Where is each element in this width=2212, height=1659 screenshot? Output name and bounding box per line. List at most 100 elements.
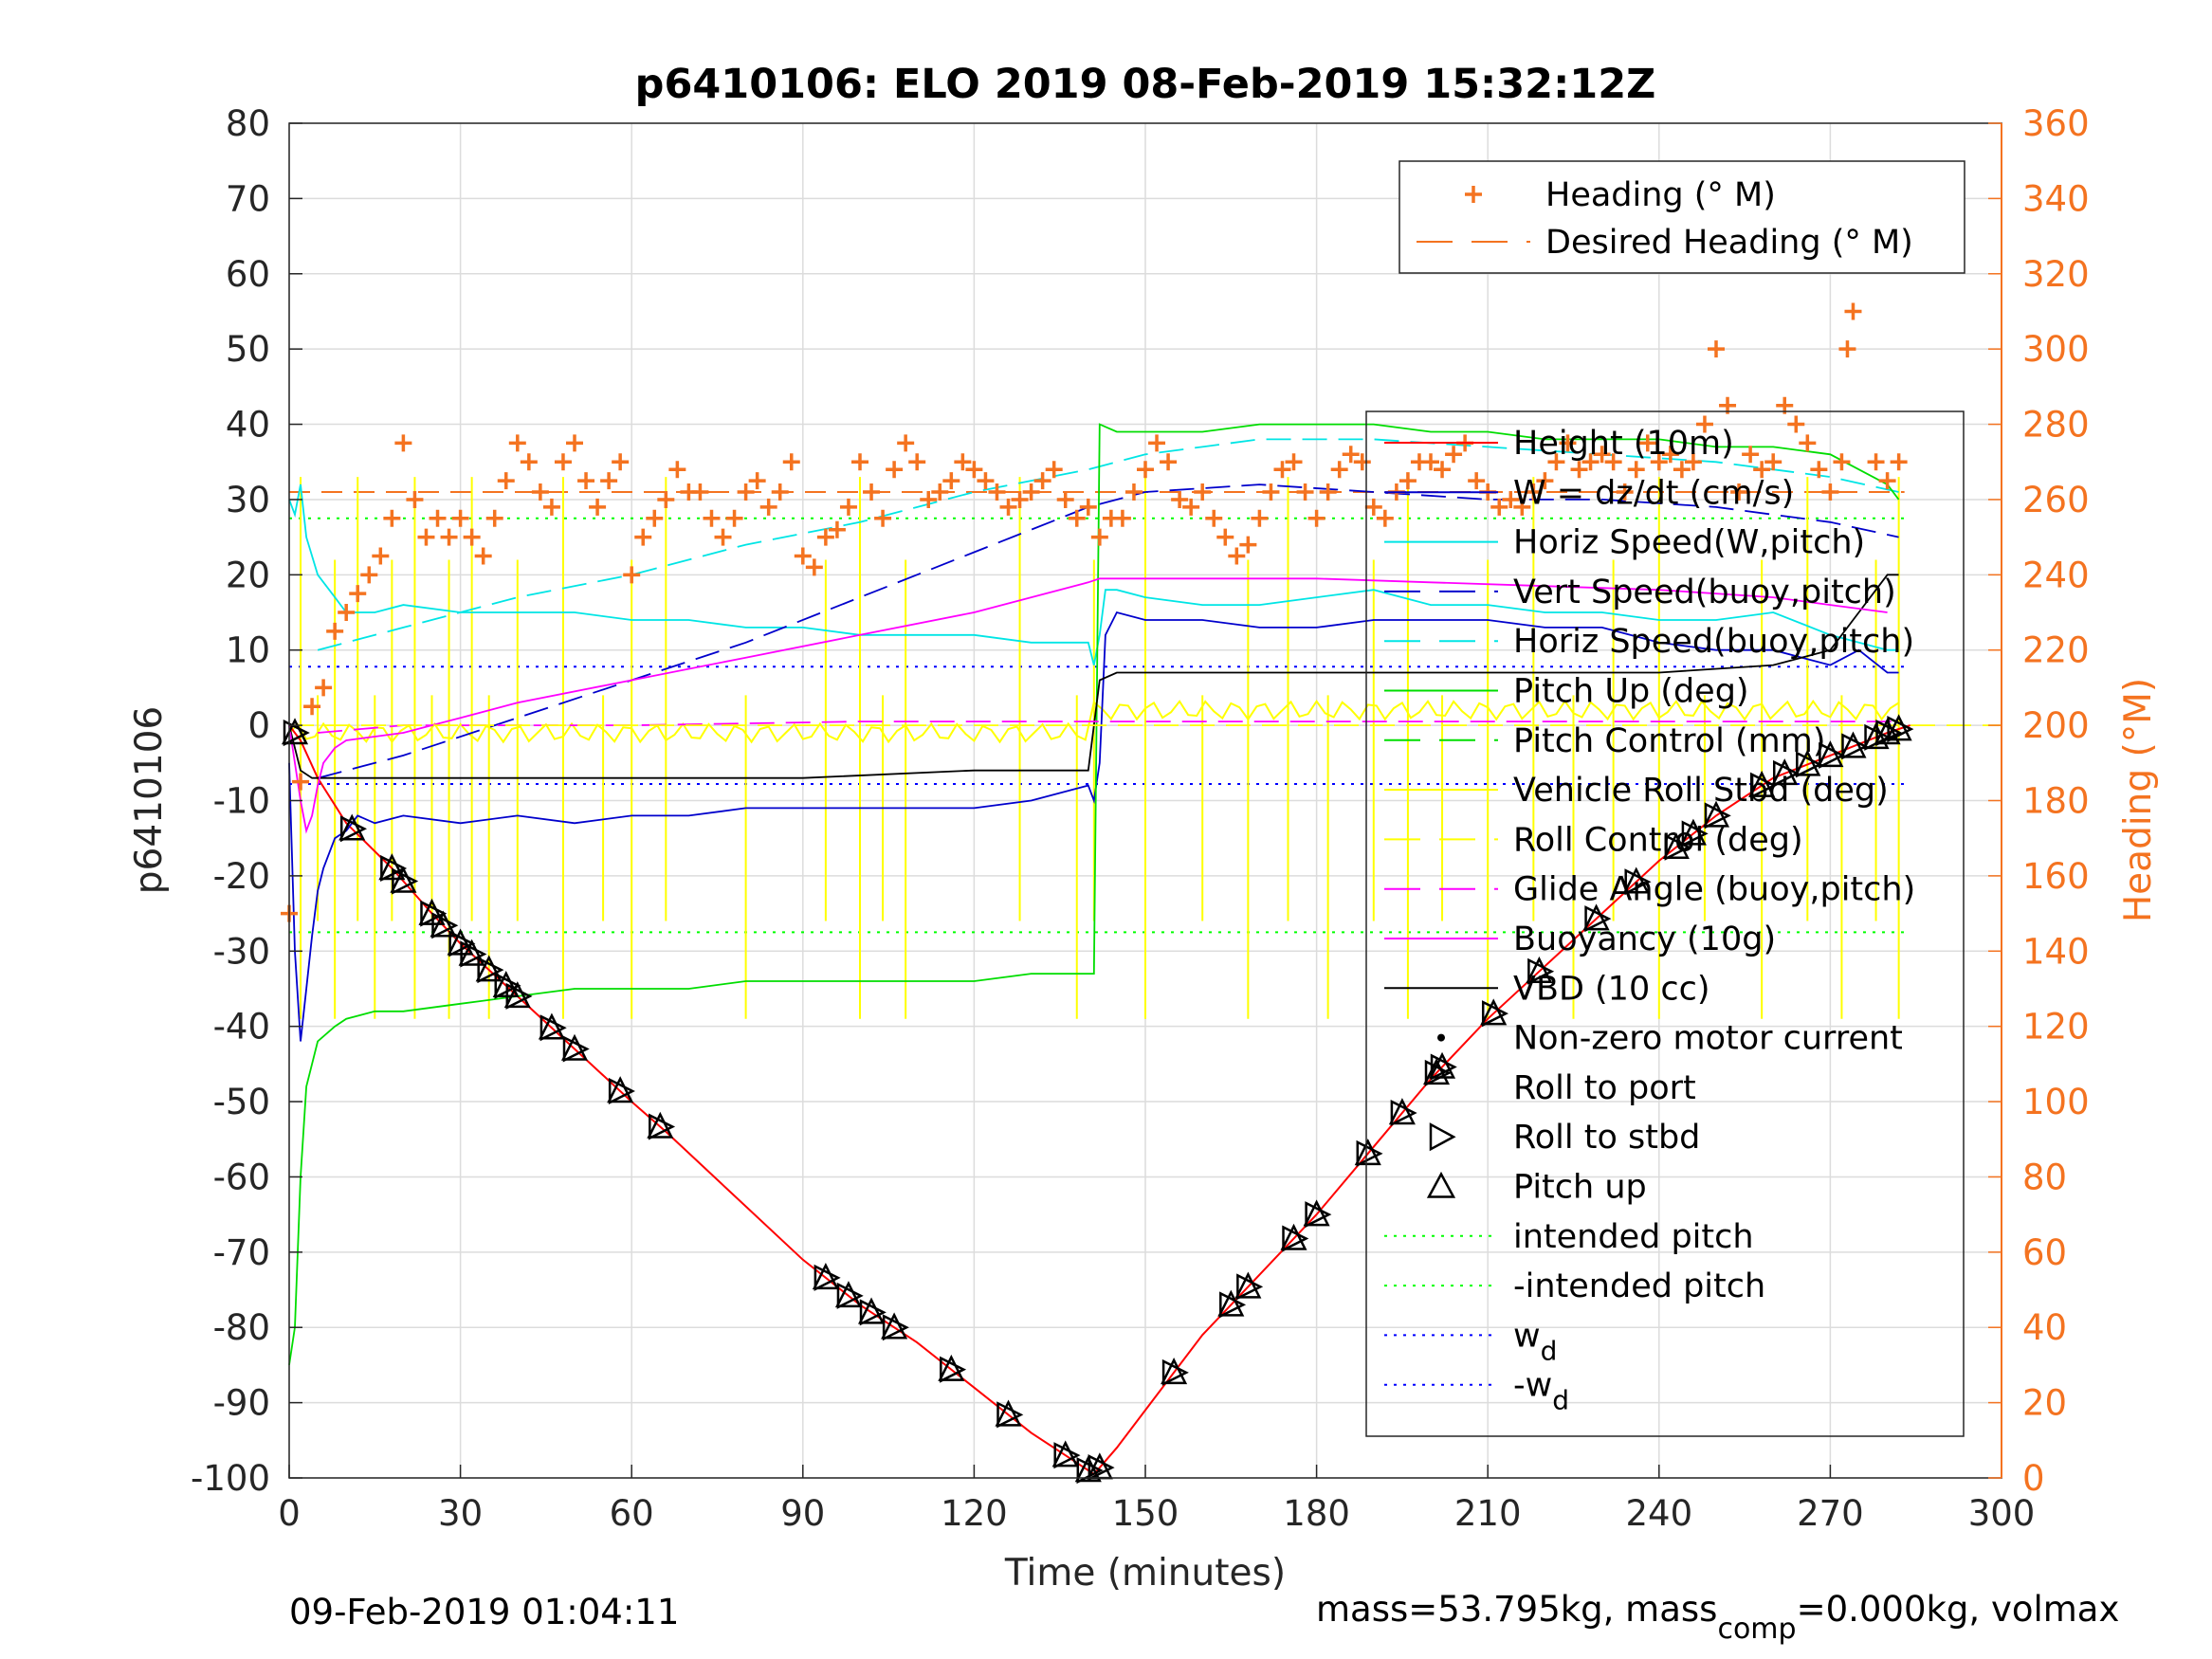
roll-stbd-marker <box>539 1014 567 1042</box>
y-tick-label: 10 <box>226 630 270 671</box>
heading-point <box>782 453 800 471</box>
heading-point <box>1434 461 1452 479</box>
heading-point <box>383 509 401 527</box>
heading-point <box>1239 536 1257 554</box>
x-tick-label: 0 <box>278 1493 301 1534</box>
pitch-up-marker <box>538 1012 565 1040</box>
axes-layer: 0 30 60 90 120 150 180 210 240 270 300807060504030… <box>191 103 2090 1534</box>
footer-mass-a: mass=53.795kg, mass <box>1316 1589 1717 1630</box>
heading-point <box>1708 340 1725 358</box>
roll-stbd-marker <box>1390 1099 1417 1126</box>
heading-point <box>1285 453 1303 471</box>
legend-top-label: Desired Heading (° M) <box>1545 224 1913 262</box>
heading-point <box>338 604 356 622</box>
footer-mass-info: mass=53.795kg, masscomp=0.000kg, volmax <box>1316 1589 2119 1646</box>
footer-mass-sub: comp <box>1717 1613 1796 1646</box>
x-tick-label: 30 <box>438 1493 483 1534</box>
heading-point <box>1742 446 1760 464</box>
y2-tick-label: 0 <box>2022 1458 2045 1499</box>
roll-stbd-marker <box>505 982 533 1010</box>
y2-tick-label: 320 <box>2022 254 2090 295</box>
legend-triangle-up-icon <box>1426 1171 1456 1198</box>
heading-point <box>1113 509 1131 527</box>
y-tick-label: 0 <box>247 705 270 746</box>
y-tick-label: -10 <box>213 781 270 822</box>
legend-label: Roll to stbd <box>1513 1119 1700 1157</box>
legend-heading-icon <box>1465 186 1482 203</box>
heading-point <box>292 773 310 791</box>
roll-stbd-marker <box>1887 716 1914 743</box>
heading-point <box>1445 446 1463 464</box>
heading-point <box>714 528 732 546</box>
series-horiz-speed-w-pitch- <box>288 483 1899 665</box>
heading-point <box>1525 483 1543 501</box>
x-tick-label: 150 <box>1112 1493 1179 1534</box>
pitch-up-marker <box>647 1111 674 1139</box>
y-tick-label: 60 <box>226 254 270 295</box>
y2-tick-label: 100 <box>2022 1082 2090 1122</box>
heading-point <box>554 453 572 471</box>
y-tick-label: -90 <box>213 1383 270 1424</box>
roll-stbd-marker <box>460 940 487 968</box>
heading-point <box>1513 498 1531 516</box>
y2-tick-label: 180 <box>2022 781 2090 822</box>
heading-point <box>748 472 766 490</box>
marker-layer <box>281 209 1914 1485</box>
heading-point <box>1890 453 1908 471</box>
pitch-up-marker <box>1839 731 1867 758</box>
legend-label: Roll to port <box>1513 1069 1696 1107</box>
roll-stbd-marker <box>1664 833 1691 861</box>
y-tick-label: 20 <box>226 555 270 595</box>
heading-point <box>1182 498 1200 516</box>
heading-point <box>1787 415 1805 433</box>
heading-point <box>1581 453 1600 471</box>
y2-tick-label: 360 <box>2022 103 2090 144</box>
pitch-up-marker <box>1679 818 1707 846</box>
legend-top-box <box>1398 160 1965 274</box>
legend-label: Buoyancy (10g) <box>1513 921 1776 958</box>
pitch-up-marker <box>1388 1098 1416 1125</box>
heading-point <box>1068 509 1086 527</box>
heading-point <box>703 509 721 527</box>
heading-point <box>1593 446 1611 464</box>
heading-point <box>1821 483 1839 501</box>
heading-point <box>863 483 881 501</box>
roll-stbd-marker <box>1584 905 1612 933</box>
x-tick-label: 270 <box>1797 1493 1864 1534</box>
heading-point <box>1799 434 1817 452</box>
heading-point <box>1137 461 1154 479</box>
heading-point <box>1502 490 1520 508</box>
heading-point <box>1273 461 1291 479</box>
roll-stbd-marker <box>562 1035 590 1063</box>
heading-point <box>1764 453 1782 471</box>
roll-stbd-marker <box>1749 772 1777 799</box>
pitch-up-marker <box>1161 1358 1188 1385</box>
pitch-up-marker <box>560 1033 589 1061</box>
x-tick-label: 180 <box>1283 1493 1350 1534</box>
heading-point <box>1205 509 1223 527</box>
heading-point <box>1296 483 1314 501</box>
pitch-up-marker <box>995 1399 1022 1427</box>
y-tick-label: -80 <box>213 1307 270 1348</box>
pitch-up-marker <box>1526 956 1553 983</box>
series-pitch-up-deg- <box>288 423 1900 1366</box>
pitch-up-marker <box>1702 800 1730 828</box>
pitch-up-marker <box>1748 770 1776 797</box>
chart-title: p6410106: ELO 2019 08-Feb-2019 15:32:12Z <box>635 61 1656 108</box>
legend-label: -intended pitch <box>1513 1267 1765 1305</box>
heading-point <box>839 498 857 516</box>
heading-point <box>474 547 492 565</box>
series-vbd-10-cc- <box>288 574 1899 779</box>
heading-point <box>999 498 1017 516</box>
heading-point <box>303 698 321 716</box>
legend-label: Vert Speed(buoy,pitch) <box>1513 574 1896 611</box>
roll-stbd-marker <box>1624 868 1652 896</box>
heading-point <box>1844 302 1862 320</box>
footer-mass-b: =0.000kg, volmax <box>1797 1589 2120 1630</box>
heading-point <box>1810 461 1828 479</box>
heading-point <box>589 498 607 516</box>
pitch-up-marker <box>503 981 531 1009</box>
legend-label: Horiz Speed(W,pitch) <box>1513 524 1865 562</box>
y-tick-label: -30 <box>213 931 270 972</box>
heading-point <box>1148 434 1166 452</box>
